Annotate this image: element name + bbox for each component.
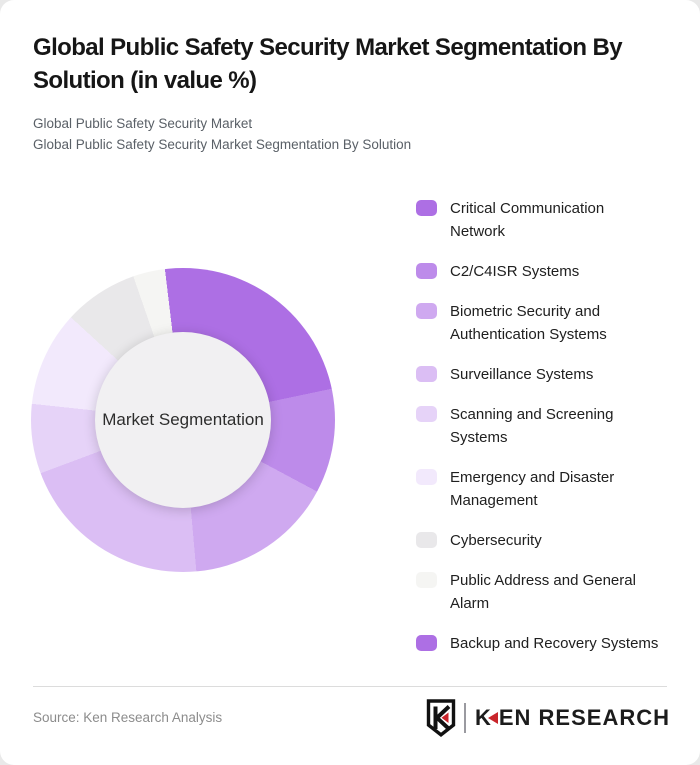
donut-center: Market Segmentation xyxy=(95,332,271,508)
legend-item[interactable]: Public Address and General Alarm xyxy=(416,569,682,615)
footer-divider xyxy=(33,686,667,687)
logo-rest-text: EN RESEARCH xyxy=(498,705,670,730)
legend-label: Cybersecurity xyxy=(450,532,542,549)
legend-item[interactable]: Cybersecurity xyxy=(416,529,682,552)
subtitle-line-1: Global Public Safety Security Market xyxy=(33,116,253,131)
ken-research-logo: K EN RESEARCH xyxy=(426,699,670,737)
legend-swatch xyxy=(416,303,437,319)
legend-swatch xyxy=(416,366,437,382)
chart-title: Global Public Safety Security Market Seg… xyxy=(33,34,623,94)
donut-center-label: Market Segmentation xyxy=(102,410,264,429)
legend-swatch xyxy=(416,200,437,216)
legend-label: Critical Communication Network xyxy=(450,200,605,240)
legend-swatch xyxy=(416,406,437,422)
legend-swatch xyxy=(416,469,437,485)
legend-item[interactable]: Surveillance Systems xyxy=(416,363,682,386)
legend-label: Scanning and Screening Systems xyxy=(450,406,614,446)
legend-item[interactable]: Backup and Recovery Systems xyxy=(416,632,682,655)
logo-red-triangle-icon xyxy=(487,712,498,724)
legend-item[interactable]: Emergency and Disaster Management xyxy=(416,466,682,512)
legend-swatch xyxy=(416,263,437,279)
legend-label: Backup and Recovery Systems xyxy=(450,635,659,652)
legend-swatch xyxy=(416,532,437,548)
legend-swatch xyxy=(416,635,437,651)
legend: Critical Communication Network C2/C4ISR S… xyxy=(416,197,682,655)
legend-item[interactable]: Critical Communication Network xyxy=(416,197,682,243)
logo-letter-k: K xyxy=(474,705,492,730)
chart-subtitles: Global Public Safety Security Market Glo… xyxy=(33,113,411,155)
logo-text: K EN RESEARCH xyxy=(475,705,670,731)
legend-label: Biometric Security and Authentication Sy… xyxy=(450,303,607,343)
subtitle-line-2: Global Public Safety Security Market Seg… xyxy=(33,137,412,152)
legend-swatch xyxy=(416,572,437,588)
legend-label: Emergency and Disaster Management xyxy=(450,469,615,509)
legend-item[interactable]: C2/C4ISR Systems xyxy=(416,260,682,283)
source-text: Source: Ken Research Analysis xyxy=(33,710,223,725)
donut-chart: Market Segmentation xyxy=(31,268,335,572)
legend-item[interactable]: Scanning and Screening Systems xyxy=(416,403,682,449)
legend-label: Surveillance Systems xyxy=(450,366,594,383)
legend-label: C2/C4ISR Systems xyxy=(450,263,580,280)
legend-label: Public Address and General Alarm xyxy=(450,572,636,612)
legend-item[interactable]: Biometric Security and Authentication Sy… xyxy=(416,300,682,346)
logo-divider-bar xyxy=(463,703,466,733)
ken-shield-icon xyxy=(426,699,456,737)
